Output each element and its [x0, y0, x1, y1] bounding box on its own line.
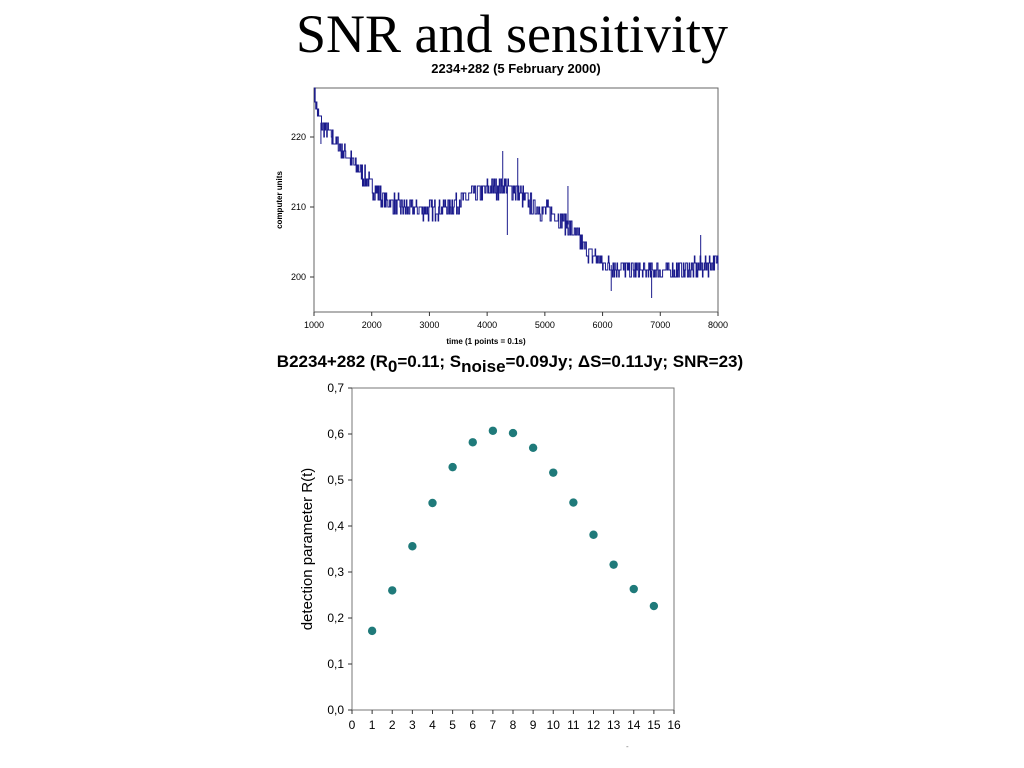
chart2-title-part: B2234+282 (R: [276, 352, 388, 371]
slide-title: SNR and sensitivity: [295, 4, 729, 64]
chart2-data-point: [649, 601, 659, 611]
chart2-y-tick-label: 0,5: [327, 473, 344, 487]
chart2-y-tick-label: 0,0: [327, 703, 344, 717]
chart2-x-tick-label: 2: [389, 718, 396, 732]
chart2-x-tick-label: 8: [510, 718, 517, 732]
chart2-data-point: [448, 462, 457, 472]
chart2-data-point: [569, 498, 578, 507]
chart1-x-axis-label: time (1 points = 0.1s): [446, 337, 526, 346]
chart2-data-point: [408, 542, 417, 551]
chart2-data-point: [428, 498, 437, 508]
chart2-y-tick-label: 0,4: [327, 519, 344, 533]
chart2-y-tick-label: 0,3: [327, 565, 344, 579]
chart2-title-sub: 0: [387, 357, 398, 376]
chart2-data-point: [468, 438, 477, 447]
chart2-y-tick-label: 0,7: [327, 381, 344, 395]
chart2-x-tick-label: 5: [449, 718, 456, 732]
chart2-y-axis-label: detection parameter R(t): [299, 468, 316, 631]
chart1-series-line: [314, 87, 719, 278]
chart1-y-tick-label: 200: [291, 272, 306, 282]
chart1-x-tick-label: 2000: [362, 320, 382, 330]
chart2-data-point: [528, 443, 538, 452]
chart2-data-point: [367, 626, 377, 636]
chart2-x-tick-label: 14: [627, 718, 641, 732]
chart1-x-tick-label: 6000: [593, 320, 613, 330]
chart2-data-point: [488, 426, 498, 435]
chart2-y-tick-label: 0,6: [327, 427, 344, 441]
chart2-x-tick-label: 0: [349, 718, 356, 732]
chart1-x-tick-label: 8000: [708, 320, 728, 330]
chart1-x-tick-label: 7000: [650, 320, 670, 330]
chart2-title-part: =0.09Jy; ΔS=0.11Jy; SNR=23): [505, 352, 744, 371]
chart2-title-part: =0.11; S: [397, 352, 462, 371]
chart1-time-series: 1000 2000 3000 4000 5000 6000 7000 8000 200 210 22…: [275, 87, 728, 346]
corner-mark: -: [626, 742, 629, 751]
chart2-title: B2234+282 (R0=0.11; Snoise=0.09Jy; ΔS=0.…: [240, 352, 780, 377]
chart2-data-point: [549, 468, 558, 477]
chart2-data-point: [388, 586, 397, 595]
chart1-x-tick-label: 1000: [304, 320, 324, 330]
chart2-x-tick-label: 6: [469, 718, 476, 732]
chart1-x-tick-label: 3000: [419, 320, 439, 330]
chart2-data-point: [609, 560, 618, 569]
chart2-title-sub: noise: [461, 357, 506, 376]
chart2-x-tick-label: 7: [490, 718, 497, 732]
chart1-y-tick-label: 220: [291, 132, 306, 142]
chart2-scatter: 0 1 2 3 4 5 6 7 8 9 10 11 12 13 14 15 160,00,10,20,30,40…: [299, 381, 681, 732]
chart2-x-tick-label: 11: [567, 718, 580, 732]
chart1-title: 2234+282 (5 February 2000): [431, 61, 601, 76]
chart1-x-tick-label: 5000: [535, 320, 555, 330]
chart2-data-point: [508, 428, 518, 438]
chart2-x-tick-label: 16: [667, 718, 681, 732]
chart2-x-tick-label: 1: [369, 718, 376, 732]
chart2-data-point: [589, 530, 598, 539]
chart2-y-tick-label: 0,1: [327, 657, 344, 671]
chart2-x-tick-label: 13: [607, 718, 621, 732]
chart2-x-tick-label: 9: [530, 718, 537, 732]
chart1-y-axis-label: computer units: [275, 171, 284, 229]
chart1-plot-frame: [313, 87, 719, 313]
chart2-x-tick-label: 15: [647, 718, 661, 732]
chart2-x-tick-label: 10: [547, 718, 561, 732]
chart2-x-tick-label: 3: [409, 718, 416, 732]
chart2-y-tick-label: 0,2: [327, 611, 344, 625]
chart2-data-point: [629, 584, 638, 594]
chart1-y-tick-label: 210: [291, 202, 306, 212]
chart1-x-tick-label: 4000: [477, 320, 497, 330]
chart2-x-tick-label: 12: [587, 718, 601, 732]
chart2-x-tick-label: 4: [429, 718, 436, 732]
